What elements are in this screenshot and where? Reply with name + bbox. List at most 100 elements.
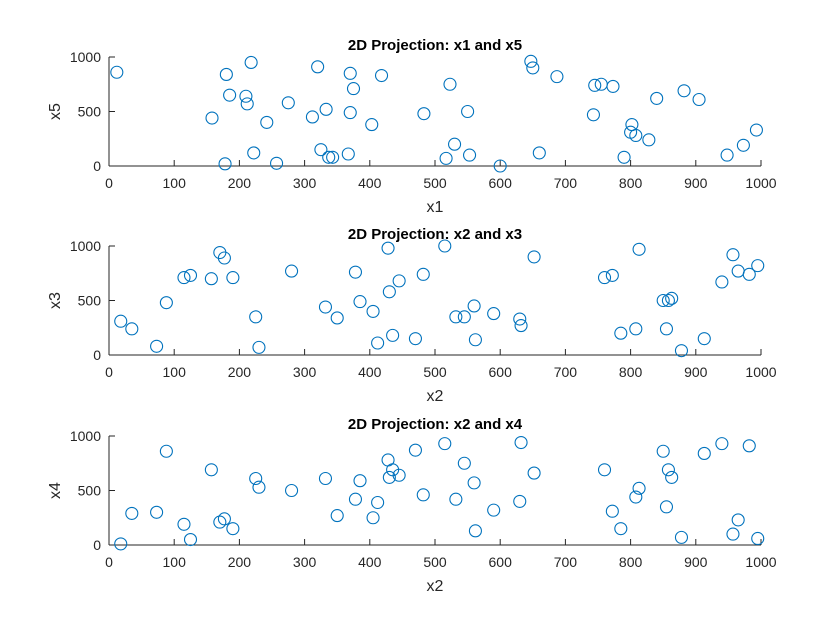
scatter-point bbox=[586, 108, 600, 122]
x-tick-label: 200 bbox=[228, 364, 252, 380]
scatter-point bbox=[527, 250, 541, 264]
x-tick-label: 200 bbox=[228, 554, 252, 570]
scatter-point bbox=[697, 446, 711, 460]
x-axis-label: x1 bbox=[427, 199, 444, 216]
x-tick-label: 700 bbox=[554, 175, 578, 191]
y-tick-label: 0 bbox=[93, 158, 101, 174]
x-tick-label: 700 bbox=[554, 364, 578, 380]
scatter-point bbox=[692, 92, 706, 107]
scatter-point bbox=[632, 242, 646, 256]
scatter-point bbox=[605, 504, 619, 518]
scatter-point bbox=[371, 495, 385, 510]
scatter-point bbox=[629, 490, 643, 504]
scatter-point bbox=[366, 511, 380, 525]
scatter-point bbox=[217, 251, 231, 265]
scatter-point bbox=[326, 150, 340, 164]
x-tick-label: 500 bbox=[423, 554, 447, 570]
scatter-point bbox=[270, 156, 284, 170]
subplot-2: 0 100 200 300 400 500 600 700 800 900 1000 0 500 1000… bbox=[47, 226, 777, 405]
scatter-point bbox=[416, 267, 430, 281]
scatter-point bbox=[249, 471, 263, 486]
scatter-point bbox=[240, 97, 254, 111]
scatter-point bbox=[114, 314, 128, 328]
x-tick-label: 800 bbox=[619, 554, 643, 570]
scatter-point bbox=[322, 150, 336, 164]
scatter-point bbox=[150, 339, 164, 353]
scatter-point bbox=[513, 494, 527, 508]
y-tick-label: 1000 bbox=[70, 49, 101, 65]
scatter-point bbox=[467, 476, 481, 490]
y-tick-label: 1000 bbox=[70, 428, 101, 444]
scatter-point bbox=[487, 503, 501, 517]
x-tick-label: 500 bbox=[423, 175, 447, 191]
scatter-point bbox=[226, 271, 240, 285]
scatter-point bbox=[715, 275, 729, 289]
scatter-point bbox=[217, 512, 231, 526]
scatter-point bbox=[408, 332, 422, 346]
scatter-point bbox=[736, 138, 750, 152]
scatter-point bbox=[249, 310, 263, 324]
x-axis-label: x2 bbox=[427, 388, 444, 405]
scatter-point bbox=[632, 481, 646, 495]
y-axis-label: x4 bbox=[47, 482, 64, 499]
scatter-point bbox=[219, 67, 233, 81]
subplot-title: 2D Projection: x2 and x3 bbox=[348, 226, 522, 243]
scatter-point bbox=[314, 143, 328, 157]
scatter-point bbox=[665, 291, 679, 305]
scatter-point bbox=[614, 326, 628, 340]
scatter-point bbox=[467, 299, 481, 313]
scatter-point bbox=[526, 61, 540, 75]
scatter-point bbox=[125, 506, 139, 520]
scatter-point bbox=[513, 312, 527, 326]
scatter-point bbox=[223, 88, 237, 102]
subplot-3: 0 100 200 300 400 500 600 700 800 900 1000 0 500 1000… bbox=[47, 416, 777, 595]
scatter-point bbox=[449, 310, 463, 324]
scatter-point bbox=[114, 537, 128, 551]
scatter-point bbox=[285, 483, 299, 498]
scatter-point bbox=[371, 336, 385, 350]
scatter-point bbox=[463, 148, 477, 162]
scatter-point bbox=[311, 60, 325, 74]
scatter-point bbox=[365, 118, 379, 132]
subplot-title: 2D Projection: x1 and x5 bbox=[348, 37, 522, 54]
x-tick-label: 1000 bbox=[745, 175, 776, 191]
scatter-point bbox=[330, 311, 344, 325]
scatter-point bbox=[468, 524, 482, 538]
scatter-point bbox=[252, 480, 266, 494]
x-tick-label: 100 bbox=[163, 364, 187, 380]
scatter-point bbox=[205, 111, 219, 125]
scatter-point bbox=[749, 123, 763, 137]
scatter-point bbox=[343, 106, 357, 120]
scatter-point bbox=[751, 531, 765, 546]
scatter-point bbox=[125, 322, 139, 336]
scatter-point bbox=[697, 332, 711, 346]
x-tick-label: 400 bbox=[358, 175, 382, 191]
scatter-point bbox=[244, 55, 258, 70]
scatter-point bbox=[374, 68, 389, 83]
scatter-point bbox=[532, 146, 546, 160]
scatter-point bbox=[341, 147, 355, 161]
scatter-point bbox=[659, 500, 674, 514]
scatter-point bbox=[659, 322, 674, 336]
x-tick-label: 900 bbox=[684, 554, 708, 570]
scatter-point bbox=[226, 522, 240, 536]
y-axis-label: x3 bbox=[47, 292, 64, 309]
scatter-point bbox=[392, 468, 406, 482]
scatter-point bbox=[677, 84, 691, 98]
x-tick-label: 0 bbox=[105, 364, 113, 380]
scatter-point bbox=[449, 492, 463, 506]
scatter-point bbox=[353, 474, 367, 488]
scatter-point bbox=[319, 102, 333, 116]
x-tick-label: 400 bbox=[358, 554, 382, 570]
scatter-point bbox=[343, 66, 357, 80]
subplot-title: 2D Projection: x2 and x4 bbox=[348, 416, 523, 433]
scatter-point bbox=[183, 268, 198, 282]
scatter-point bbox=[159, 444, 173, 458]
scatter-point bbox=[642, 133, 656, 147]
scatter-point bbox=[252, 340, 266, 354]
scatter-point bbox=[742, 439, 756, 453]
scatter-point bbox=[305, 110, 319, 124]
scatter-point bbox=[177, 517, 191, 531]
x-tick-label: 1000 bbox=[745, 554, 776, 570]
scatter-point bbox=[661, 293, 675, 308]
